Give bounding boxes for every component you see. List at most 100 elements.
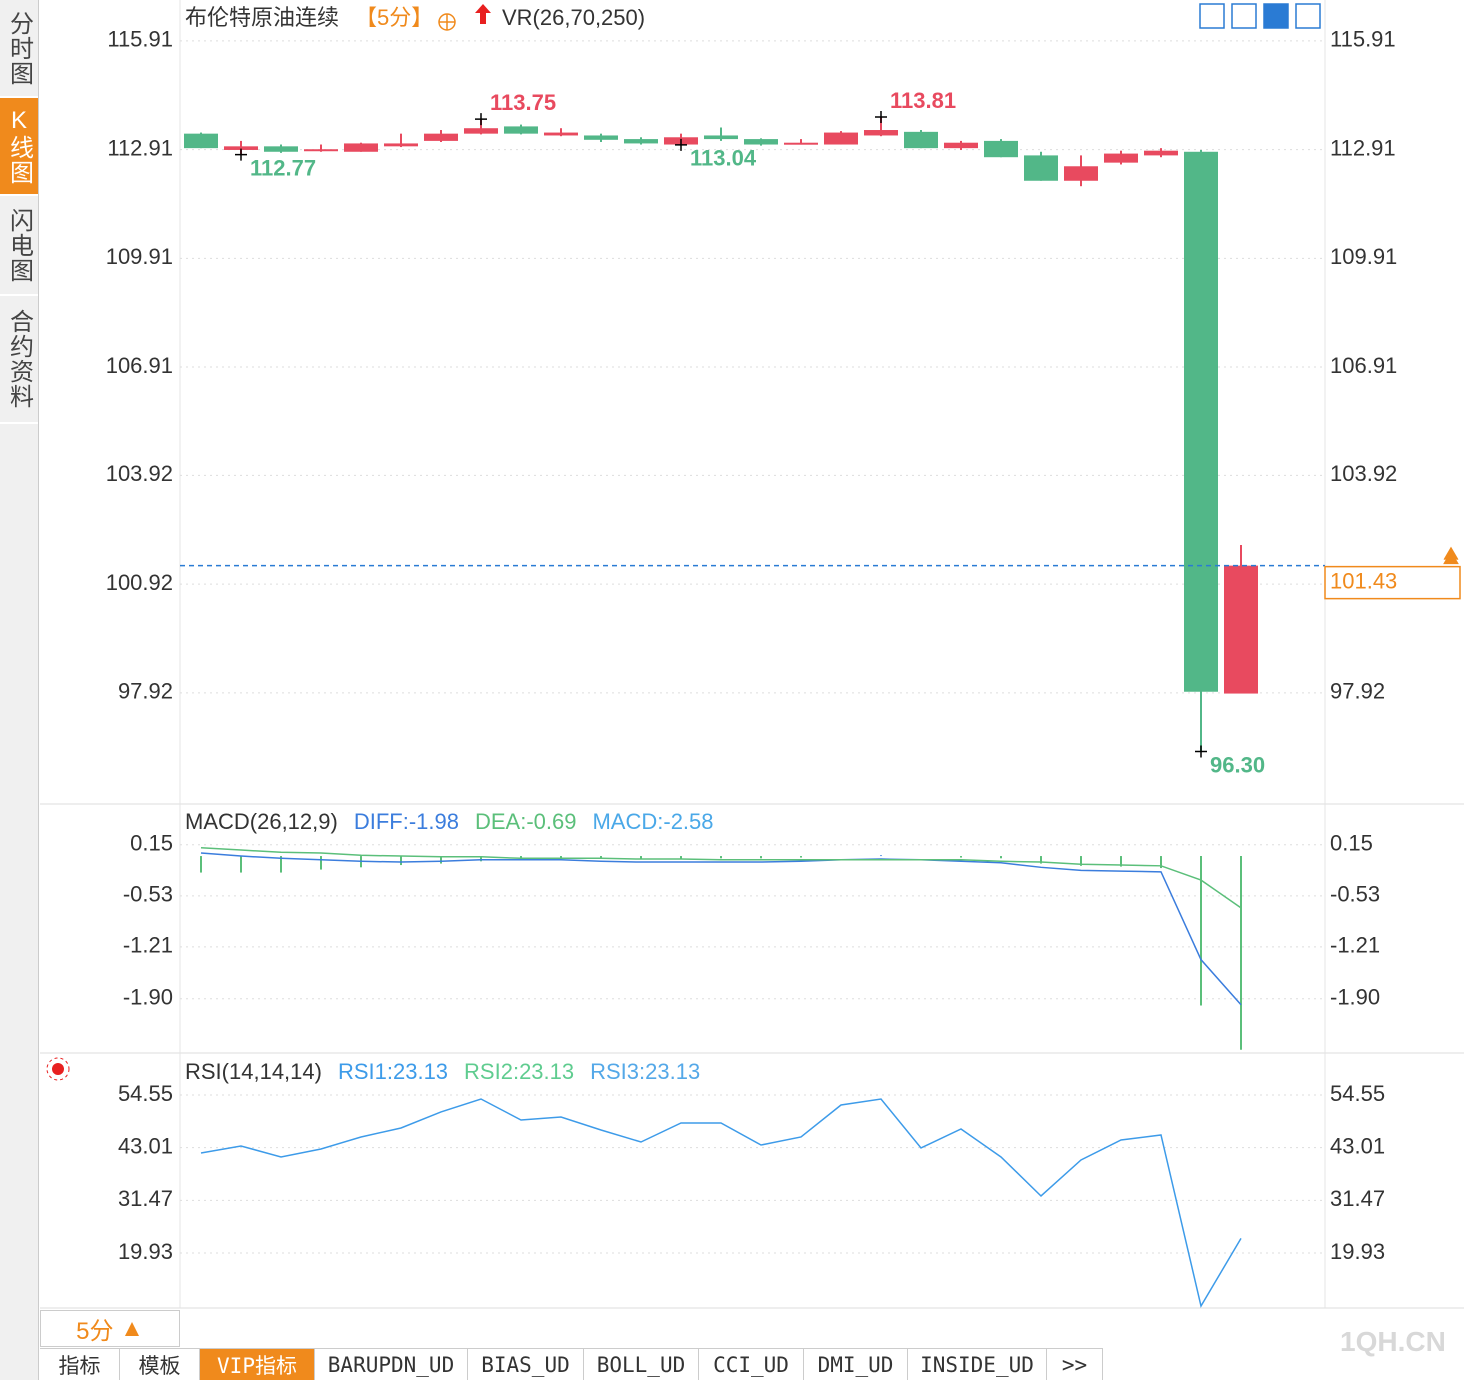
y-tick-label: -1.90 [123,985,173,1010]
y-tick-label-right: 103.92 [1330,461,1397,486]
indicator-tab[interactable]: VIP指标 [200,1349,315,1380]
y-tick-label: 103.92 [106,461,173,486]
y-tick-label-right: 115.91 [1330,27,1396,52]
y-tick-label-right: 106.91 [1330,353,1397,378]
candle-body [1104,153,1138,163]
settings-icon[interactable] [46,1057,70,1081]
candle-body [384,143,418,147]
indicator-line [200,1098,1242,1308]
indicator-tab[interactable]: BARUPDN_UD [315,1349,468,1380]
candle-body [1184,151,1218,692]
side-tab[interactable]: 分时图 [0,0,38,98]
side-tab[interactable]: 合约资料 [0,296,38,424]
y-tick-label-right: 97.92 [1330,679,1385,704]
low-marker [675,138,687,151]
candle-body [544,132,578,136]
candle-body [1024,155,1058,181]
candle-body [1064,166,1098,181]
indicator-tab[interactable]: BIAS_UD [468,1349,584,1380]
indicator-tab[interactable]: BOLL_UD [584,1349,699,1380]
period-selector[interactable]: 5分 ▲ [40,1310,180,1347]
candle-body [464,128,498,134]
last-price-box [1324,565,1461,600]
indicator-tab[interactable]: CCI_UD [699,1349,804,1380]
y-tick-label: 109.91 [106,244,173,269]
candle-body [1224,565,1258,694]
y-tick-label-right: 112.91 [1330,135,1396,160]
indicator-title: MACD(26,12,9) DIFF:-1.98 DEA:-0.69 MACD:-2.… [185,809,714,834]
candle-body [784,142,818,145]
y-tick-label-right: 43.01 [1330,1133,1385,1158]
side-tab[interactable]: 闪电图 [0,196,38,296]
period-text: 5分 [76,1318,114,1345]
high-label: 113.75 [490,90,556,115]
y-tick-label-right: 54.55 [1330,1081,1385,1106]
indicator-icon [475,4,491,24]
legend-entry: DIFF:-1.98 [354,809,459,834]
candle-body [624,139,658,144]
candle-body [584,135,618,140]
candle-body [504,126,538,134]
side-tab[interactable]: K线图 [0,98,38,196]
y-tick-label: 112.91 [107,135,173,160]
candle-body [304,149,338,152]
indicator-label: VR(26,70,250) [502,5,645,30]
y-tick-label-right: 109.91 [1330,244,1397,269]
low-label: 112.77 [250,155,316,180]
indicator-tab[interactable]: >> [1047,1349,1103,1380]
candle-body [264,146,298,152]
low-marker [1195,745,1207,758]
low-label: 113.04 [690,146,757,171]
candle-body [704,135,738,140]
candle-body [944,142,978,149]
y-tick-label-right: -1.21 [1330,933,1380,958]
candle-body [864,130,898,136]
high-marker [475,113,487,126]
legend-entry: RSI1:23.13 [338,1059,448,1084]
y-tick-label-right: 31.47 [1330,1186,1385,1211]
period-icon [438,13,456,31]
candle-body [904,131,938,149]
y-tick-label: 106.91 [106,353,173,378]
indicator-title: RSI(14,14,14) RSI1:23.13 RSI2:23.13 RSI3:23… [185,1059,700,1084]
y-tick-label: 54.55 [118,1081,173,1106]
indicator-line [200,847,1242,909]
chart-title: 布伦特原油连续 [185,5,339,30]
legend-entry: MACD:-2.58 [592,809,713,834]
y-tick-label: 100.92 [106,570,173,595]
y-tick-label-right: 19.93 [1330,1239,1385,1264]
indicator-tabs: 指标 模板 VIP指标 BARUPDN_UD BIAS_UD BOLL_UD CCI_UD D… [40,1348,1103,1381]
y-tick-label: 43.01 [118,1133,173,1158]
candle-body [744,139,778,145]
candle-body [1144,150,1178,156]
y-tick-label: -0.53 [123,882,173,907]
y-tick-label-right: -1.90 [1330,985,1380,1010]
y-tick-label-right: -0.53 [1330,882,1380,907]
y-tick-label: -1.21 [123,933,173,958]
low-marker [235,148,247,161]
indicator-tab[interactable]: INSIDE_UD [908,1349,1047,1380]
watermark: 1QH.CN [1340,1326,1446,1357]
y-tick-label: 31.47 [118,1186,173,1211]
indicator-tab[interactable]: 指标 [40,1349,120,1380]
y-tick-label: 19.93 [118,1239,173,1264]
legend-entry: RSI2:23.13 [464,1059,574,1084]
period-label: 【5分】 [355,5,433,30]
toolbar[interactable] [1199,3,1321,29]
low-label: 96.30 [1210,752,1265,777]
y-tick-label: 97.92 [118,679,173,704]
candle-body [344,143,378,152]
candle-body [984,140,1018,158]
y-tick-label: 0.15 [130,831,173,856]
legend-entry: DEA:-0.69 [475,809,577,834]
indicator-tab[interactable]: DMI_UD [804,1349,908,1380]
last-price-label: 101.43 [1330,568,1397,593]
last-price-arrow [1443,546,1459,565]
legend-entry: RSI3:23.13 [590,1059,700,1084]
y-tick-label: 115.91 [107,27,173,52]
indicator-tab[interactable]: 模板 [120,1349,200,1380]
high-label: 113.81 [890,88,956,113]
candle-body [424,133,458,141]
candle-body [224,146,258,150]
legend-entry: RSI(14,14,14) [185,1059,322,1084]
